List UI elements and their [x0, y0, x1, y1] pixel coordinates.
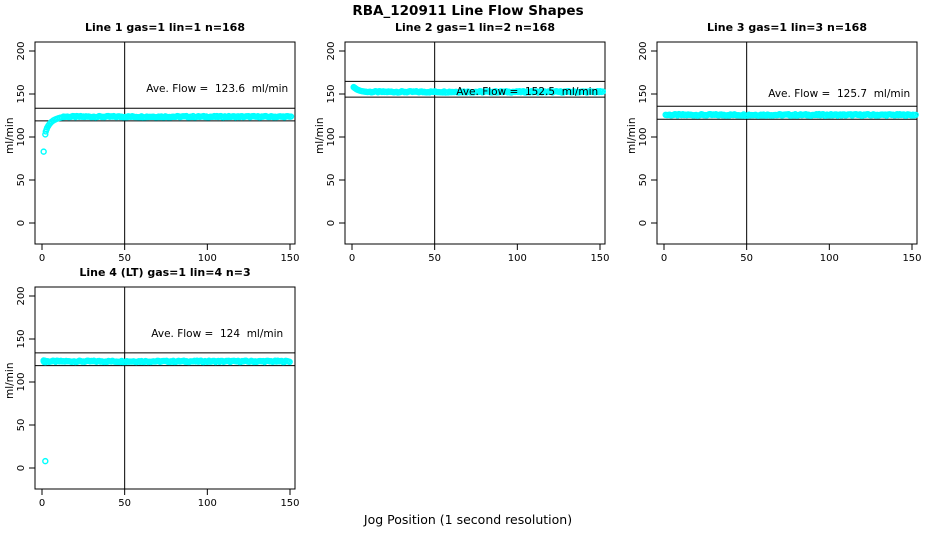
- svg-text:100: 100: [16, 372, 27, 391]
- ave-flow-annotation-line2: Ave. Flow = 152.5 ml/min: [456, 86, 599, 99]
- panel-line4: 0 50 100 150 0 50 100 150 200 Line 4 (LT) gas=1 …: [0, 263, 312, 511]
- svg-text:100: 100: [638, 127, 649, 146]
- y-axis-label-line3: ml/min: [626, 117, 638, 154]
- ave-flow-annotation-line3: Ave. Flow = 125.7 ml/min: [768, 88, 911, 100]
- svg-text:150: 150: [16, 329, 27, 348]
- svg-text:150: 150: [326, 84, 337, 103]
- svg-text:50: 50: [638, 174, 649, 187]
- svg-text:0: 0: [16, 220, 27, 226]
- svg-text:150: 150: [16, 84, 27, 103]
- svg-text:0: 0: [638, 220, 649, 226]
- panel-title-line3: Line 3 gas=1 lin=3 n=168: [706, 21, 867, 34]
- svg-text:100: 100: [326, 127, 337, 146]
- svg-text:0: 0: [661, 253, 667, 264]
- svg-text:100: 100: [820, 253, 839, 264]
- panel-line2: 0 50 100 150 0 50 100 150 200 Line 2 gas=1 lin=2…: [310, 18, 622, 266]
- svg-text:200: 200: [326, 41, 337, 60]
- plot-area-line3: 0 50 100 150 0 50 100 150 200: [638, 41, 922, 264]
- svg-text:150: 150: [280, 498, 299, 509]
- svg-text:50: 50: [428, 253, 441, 264]
- svg-text:0: 0: [326, 220, 337, 226]
- svg-text:100: 100: [508, 253, 527, 264]
- figure-title: RBA_120911 Line Flow Shapes: [352, 3, 584, 19]
- panel-title-line1: Line 1 gas=1 lin=1 n=168: [84, 21, 245, 34]
- shared-x-axis-label: Jog Position (1 second resolution): [363, 512, 573, 527]
- svg-text:200: 200: [16, 41, 27, 60]
- y-axis-label-line4: ml/min: [4, 362, 16, 399]
- svg-text:50: 50: [326, 174, 337, 187]
- svg-text:100: 100: [198, 253, 217, 264]
- svg-text:100: 100: [16, 127, 27, 146]
- svg-text:100: 100: [198, 498, 217, 509]
- panel-title-line4: Line 4 (LT) gas=1 lin=4 n=3: [79, 266, 251, 279]
- svg-text:0: 0: [39, 253, 45, 264]
- panel-title-line2: Line 2 gas=1 lin=2 n=168: [394, 21, 555, 34]
- svg-text:150: 150: [590, 253, 609, 264]
- svg-text:50: 50: [118, 253, 131, 264]
- svg-text:150: 150: [902, 253, 921, 264]
- svg-text:0: 0: [16, 465, 27, 471]
- y-axis-label-line2: ml/min: [314, 117, 326, 154]
- ave-flow-annotation-line1: Ave. Flow = 123.6 ml/min: [146, 82, 289, 95]
- svg-text:0: 0: [39, 498, 45, 509]
- svg-text:50: 50: [118, 498, 131, 509]
- y-axis-label-line1: ml/min: [4, 117, 16, 154]
- ave-flow-annotation-line4: Ave. Flow = 124 ml/min: [151, 327, 284, 340]
- plot-area-line1: 0 50 100 150 0 50 100 150 200: [16, 41, 300, 264]
- plot-area-line4: 0 50 100 150 0 50 100 150 200: [16, 286, 300, 509]
- svg-text:200: 200: [638, 41, 649, 60]
- svg-text:50: 50: [16, 174, 27, 187]
- svg-text:150: 150: [638, 84, 649, 103]
- svg-text:150: 150: [280, 253, 299, 264]
- panel-line1: 0 50 100 150 0 50 100 150 200 Line 1 gas=1 lin=1…: [0, 18, 312, 266]
- svg-text:0: 0: [349, 253, 355, 264]
- svg-text:50: 50: [740, 253, 753, 264]
- svg-text:200: 200: [16, 286, 27, 305]
- panel-line3: 0 50 100 150 0 50 100 150 200 Line 3 gas=1 lin=3…: [622, 18, 934, 266]
- plot-area-line2: 0 50 100 150 0 50 100 150 200: [326, 41, 610, 264]
- svg-text:50: 50: [16, 419, 27, 432]
